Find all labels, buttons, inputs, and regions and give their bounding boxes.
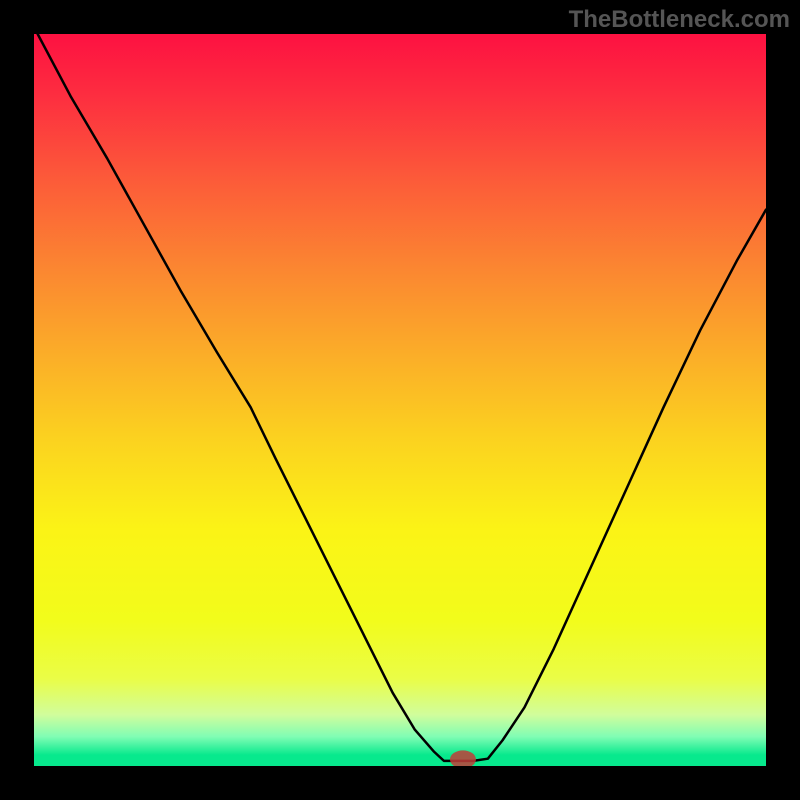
- chart-container: TheBottleneck.com: [0, 0, 800, 800]
- gradient-background: [34, 34, 766, 766]
- plot-area: [34, 34, 766, 766]
- plot-svg: [34, 34, 766, 766]
- watermark-text: TheBottleneck.com: [569, 6, 790, 34]
